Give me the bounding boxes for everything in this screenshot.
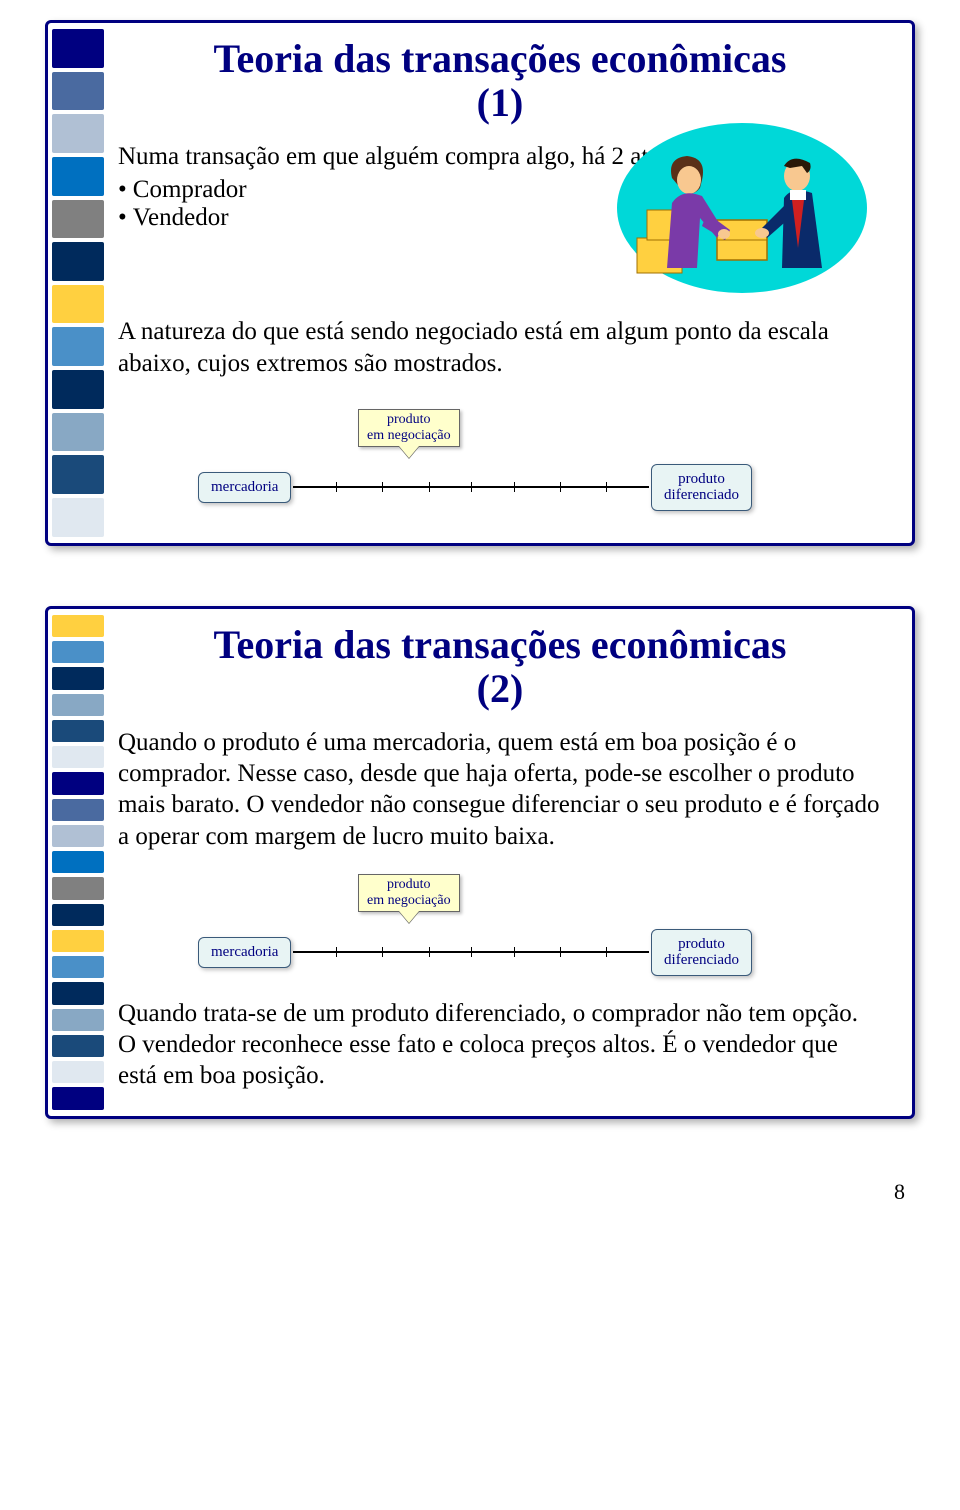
sidebar-block bbox=[52, 667, 104, 689]
sidebar-block bbox=[52, 720, 104, 742]
paragraph-2: Quando trata-se de um produto diferencia… bbox=[118, 998, 882, 1092]
callout-line1: produto bbox=[387, 412, 431, 427]
sidebar-block bbox=[52, 694, 104, 716]
callout-line2: em negociação bbox=[367, 428, 451, 443]
sidebar-block bbox=[52, 772, 104, 794]
sidebar-block bbox=[52, 1087, 104, 1109]
sidebar-block bbox=[52, 327, 104, 366]
axis-tick bbox=[382, 947, 383, 957]
paragraph-1: Quando o produto é uma mercadoria, quem … bbox=[118, 727, 882, 852]
slide-title: Teoria das transações econômicas (1) bbox=[118, 37, 882, 125]
scale-left-mercadoria: mercadoria bbox=[198, 472, 291, 503]
slide-1: Teoria das transações econômicas (1) Num… bbox=[45, 20, 915, 546]
slide-2: Teoria das transações econômicas (2) Qua… bbox=[45, 606, 915, 1119]
sidebar-block bbox=[52, 1061, 104, 1083]
product-scale-diagram: produto em negociação mercadoria produto… bbox=[118, 874, 882, 984]
sidebar-block bbox=[52, 956, 104, 978]
sidebar-block bbox=[52, 455, 104, 494]
sidebar-block bbox=[52, 825, 104, 847]
axis-tick bbox=[560, 482, 561, 492]
scale-right-diferenciado: produto diferenciado bbox=[651, 464, 752, 511]
right-line2: diferenciado bbox=[664, 487, 739, 503]
slide-sidebar bbox=[48, 609, 108, 1116]
scale-left-mercadoria: mercadoria bbox=[198, 937, 291, 968]
scale-right-diferenciado: produto diferenciado bbox=[651, 929, 752, 976]
slide-body: Teoria das transações econômicas (2) Qua… bbox=[108, 609, 912, 1116]
axis-tick bbox=[471, 482, 472, 492]
axis-tick bbox=[514, 947, 515, 957]
axis-tick bbox=[471, 947, 472, 957]
sidebar-block bbox=[52, 746, 104, 768]
sidebar-block bbox=[52, 982, 104, 1004]
slide-title: Teoria das transações econômicas (2) bbox=[118, 623, 882, 711]
axis-tick bbox=[606, 947, 607, 957]
scale-axis bbox=[293, 486, 649, 488]
axis-tick bbox=[336, 947, 337, 957]
callout-line2: em negociação bbox=[367, 893, 451, 908]
sidebar-block bbox=[52, 157, 104, 196]
axis-tick bbox=[382, 482, 383, 492]
sidebar-block bbox=[52, 615, 104, 637]
sidebar-block bbox=[52, 242, 104, 281]
sidebar-block bbox=[52, 1035, 104, 1057]
callout-line1: produto bbox=[387, 877, 431, 892]
scale-track: mercadoria produto diferenciado bbox=[198, 929, 752, 976]
sidebar-block bbox=[52, 413, 104, 452]
sidebar-block bbox=[52, 200, 104, 239]
axis-tick bbox=[336, 482, 337, 492]
axis-tick bbox=[514, 482, 515, 492]
right-line1: produto bbox=[678, 471, 725, 487]
page-number: 8 bbox=[0, 1179, 960, 1205]
title-main: Teoria das transações econômicas bbox=[214, 36, 787, 81]
axis-tick bbox=[560, 947, 561, 957]
axis-tick bbox=[606, 482, 607, 492]
sidebar-block bbox=[52, 641, 104, 663]
callout-box: produto em negociação bbox=[358, 409, 460, 447]
sidebar-block bbox=[52, 114, 104, 153]
slide-sidebar bbox=[48, 23, 108, 543]
sidebar-block bbox=[52, 904, 104, 926]
sidebar-block bbox=[52, 799, 104, 821]
negotiation-illustration bbox=[612, 118, 872, 298]
nature-text: A natureza do que está sendo negociado e… bbox=[118, 316, 838, 379]
scale-callout: produto em negociação bbox=[358, 409, 460, 458]
sidebar-block bbox=[52, 72, 104, 111]
slide-body: Teoria das transações econômicas (1) Num… bbox=[108, 23, 912, 543]
callout-arrow-icon bbox=[399, 446, 419, 458]
scale-callout: produto em negociação bbox=[358, 874, 460, 923]
scale-track: mercadoria produto diferenciado bbox=[198, 464, 752, 511]
sidebar-block bbox=[52, 930, 104, 952]
sidebar-block bbox=[52, 851, 104, 873]
sidebar-block bbox=[52, 370, 104, 409]
sidebar-block bbox=[52, 29, 104, 68]
product-scale-diagram: produto em negociação mercadoria produto… bbox=[118, 409, 882, 519]
scale-axis bbox=[293, 951, 649, 953]
title-number: (2) bbox=[118, 667, 882, 711]
sidebar-block bbox=[52, 1009, 104, 1031]
title-main: Teoria das transações econômicas bbox=[214, 622, 787, 667]
sidebar-block bbox=[52, 877, 104, 899]
sidebar-block bbox=[52, 498, 104, 537]
right-line2: diferenciado bbox=[664, 952, 739, 968]
callout-arrow-icon bbox=[399, 911, 419, 923]
callout-box: produto em negociação bbox=[358, 874, 460, 912]
axis-tick bbox=[429, 947, 430, 957]
sidebar-block bbox=[52, 285, 104, 324]
axis-tick bbox=[429, 482, 430, 492]
right-line1: produto bbox=[678, 936, 725, 952]
